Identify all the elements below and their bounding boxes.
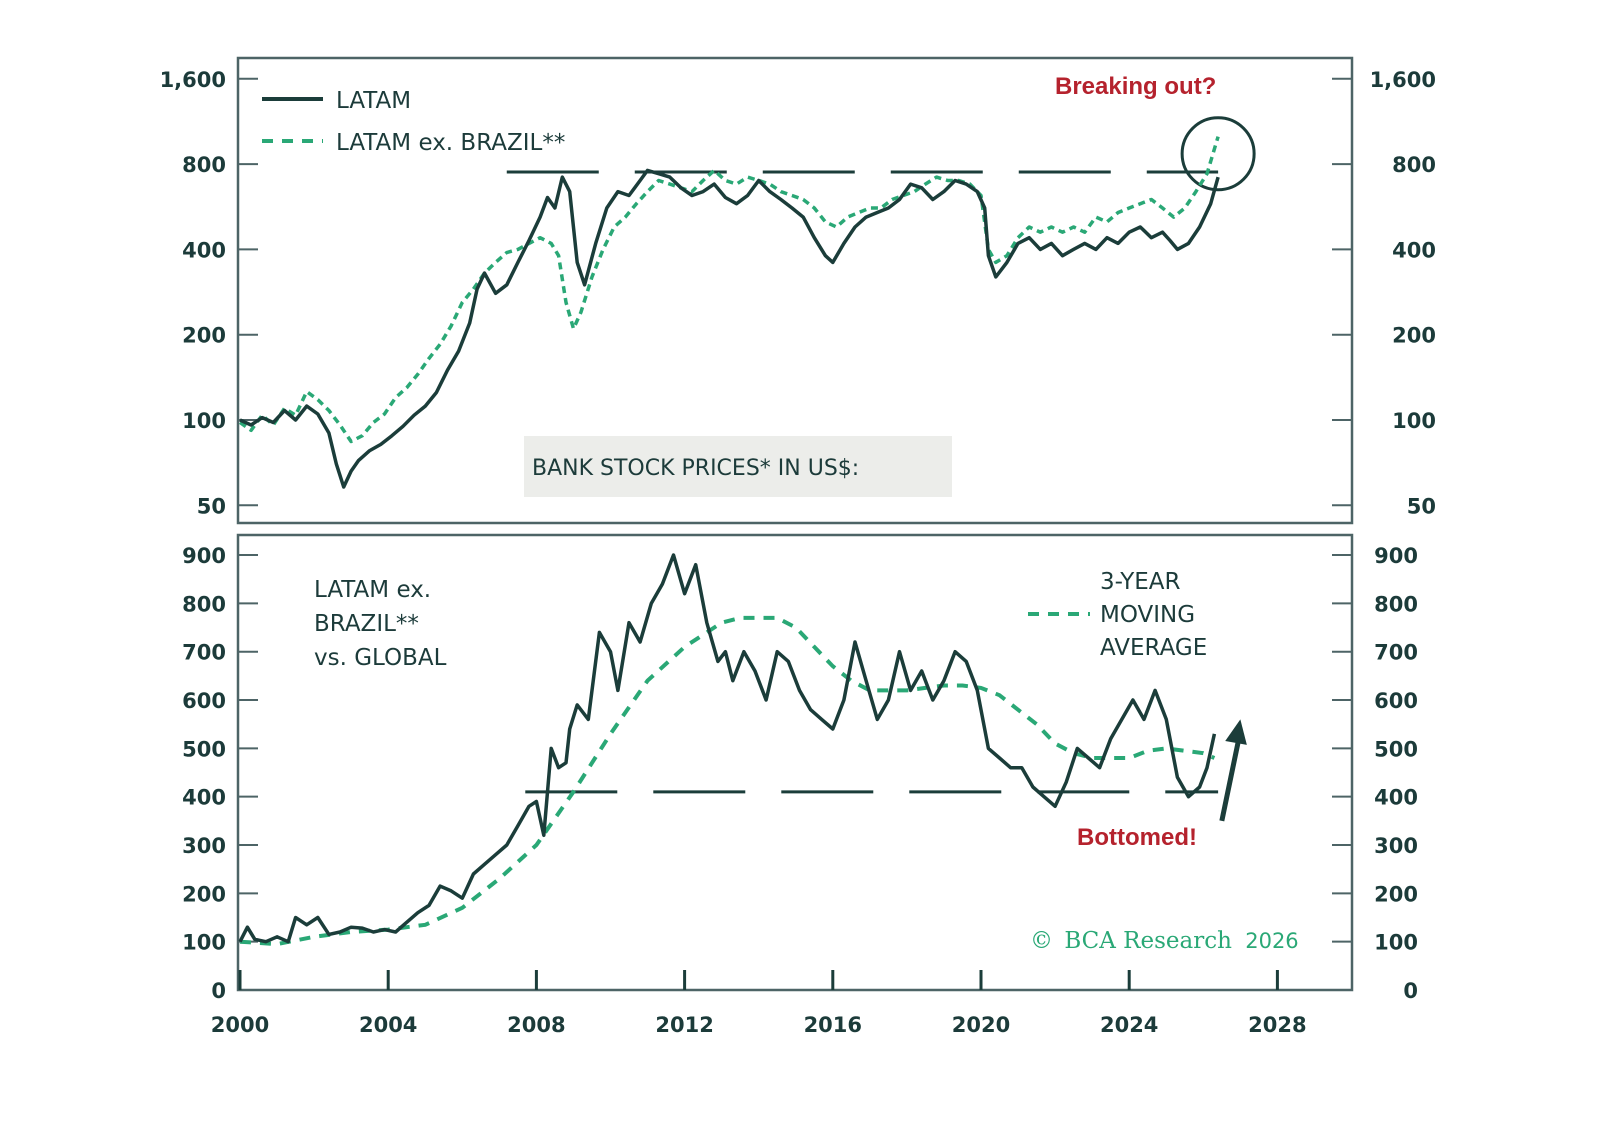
top-right-tick-label: 50 — [1407, 494, 1436, 518]
bottom-right-tick-label: 100 — [1374, 931, 1418, 955]
top-panel-title: BANK STOCK PRICES* IN US$: — [532, 456, 859, 481]
top-left-tick-label: 100 — [182, 409, 226, 433]
breakout-circle — [1180, 116, 1256, 192]
bottom-panel-title: LATAM ex. BRAZIL** vs. GLOBAL — [314, 577, 447, 671]
series-line-latam-ex-brazil — [238, 136, 1220, 444]
top-left-tick-label: 800 — [182, 153, 226, 177]
top-left-tick-label: 200 — [182, 324, 226, 348]
top-panel-frame — [236, 56, 1354, 525]
bottom-right-tick-label: 800 — [1374, 592, 1418, 616]
bottom-left-tick-label: 700 — [182, 641, 226, 665]
legend-latam-exbrazil-label: LATAM ex. BRAZIL** — [336, 130, 565, 156]
x-tick-label: 2016 — [804, 1013, 862, 1037]
x-tick-label: 2020 — [952, 1013, 1010, 1037]
bottom-left-tick-label: 900 — [182, 544, 226, 568]
x-tick-label: 2012 — [655, 1013, 713, 1037]
bottom-right-tick-label: 300 — [1374, 834, 1418, 858]
arrow-shaft — [1219, 730, 1243, 822]
top-right-tick-label: 800 — [1392, 153, 1436, 177]
bottom-right-tick-label: 0 — [1403, 979, 1418, 1003]
top-right-tick-label: 400 — [1392, 238, 1436, 262]
bottom-right-tick-label: 400 — [1374, 786, 1418, 810]
bottom-left-tick-label: 300 — [182, 834, 226, 858]
ma-label-line-1: 3-YEAR — [1100, 569, 1181, 595]
bottom-y-axis: 0 0 100 100 200 200 300 300 400 400 500 500 600 600 70… — [182, 544, 1418, 1003]
x-tick-label: 2028 — [1248, 1013, 1306, 1037]
legend-moving-average-label: 3-YEAR MOVING AVERAGE — [1100, 569, 1207, 661]
up-arrow-icon — [1219, 719, 1247, 822]
series-line-relative — [238, 553, 1217, 944]
bottom-title-line-3: vs. GLOBAL — [314, 645, 447, 671]
top-left-tick-label: 1,600 — [160, 68, 226, 92]
bottom-left-tick-label: 200 — [182, 882, 226, 906]
panel-title-box — [524, 436, 952, 497]
copyright: © BCA Research 2026 — [1030, 928, 1299, 954]
ma-label-line-3: AVERAGE — [1100, 635, 1207, 661]
top-y-axis: 50 50 100 100 200 200 400 400 800 800 1,600 1,600 — [160, 68, 1436, 518]
top-left-tick-label: 400 — [182, 238, 226, 262]
top-right-tick-label: 1,600 — [1370, 68, 1436, 92]
bottom-left-tick-label: 400 — [182, 786, 226, 810]
copyright-year: 2026 — [1245, 929, 1298, 953]
x-tick-label: 2024 — [1100, 1013, 1158, 1037]
bottom-series-group — [238, 553, 1217, 947]
bottom-left-tick-label: 100 — [182, 931, 226, 955]
top-right-tick-label: 100 — [1392, 409, 1436, 433]
series-line-moving-average — [239, 615, 1216, 947]
bottom-right-tick-label: 200 — [1374, 882, 1418, 906]
bottom-left-tick-label: 500 — [182, 737, 226, 761]
x-tick-label: 2008 — [507, 1013, 565, 1037]
bottom-left-tick-label: 800 — [182, 592, 226, 616]
bottom-right-tick-label: 600 — [1374, 689, 1418, 713]
ma-label-line-2: MOVING — [1100, 602, 1195, 628]
legend-latam-label: LATAM — [336, 88, 411, 114]
bottom-right-tick-label: 500 — [1374, 737, 1418, 761]
series-line-latam — [239, 168, 1220, 489]
bottom-left-tick-label: 600 — [182, 689, 226, 713]
bottomed-annotation: Bottomed! — [1077, 824, 1197, 851]
bottom-title-line-1: LATAM ex. — [314, 577, 431, 603]
bottom-right-tick-label: 900 — [1374, 544, 1418, 568]
bottom-title-line-2: BRAZIL** — [314, 611, 419, 637]
bottom-panel-frame — [236, 533, 1354, 992]
copyright-brand: BCA Research — [1064, 928, 1232, 954]
top-series-group — [238, 136, 1220, 489]
x-tick-label: 2000 — [211, 1013, 269, 1037]
x-tick-label: 2004 — [359, 1013, 417, 1037]
copyright-symbol: © — [1030, 928, 1053, 954]
top-right-tick-label: 200 — [1392, 324, 1436, 348]
arrow-head — [1225, 719, 1247, 745]
top-left-tick-label: 50 — [197, 494, 226, 518]
breaking-out-annotation: Breaking out? — [1055, 73, 1216, 100]
bottom-right-tick-label: 700 — [1374, 641, 1418, 665]
bottom-left-tick-label: 0 — [211, 979, 226, 1003]
x-axis: 2000 2004 2008 2012 2016 2020 2024 2028 — [211, 970, 1307, 1037]
